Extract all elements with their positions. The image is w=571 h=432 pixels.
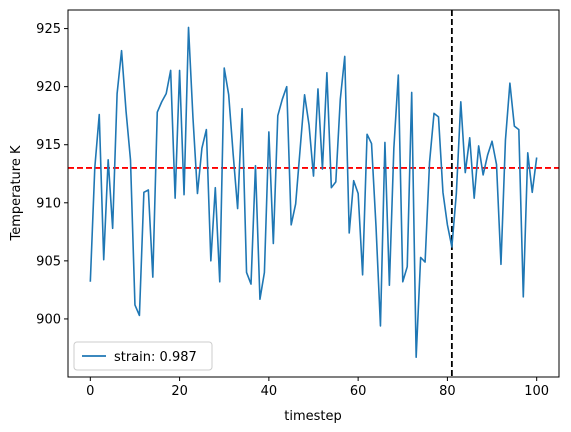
series-line-0 bbox=[89, 26, 538, 359]
plot-frame bbox=[67, 9, 560, 378]
x-tick-label: 80 bbox=[439, 384, 456, 399]
legend-label: strain: 0.987 bbox=[114, 350, 197, 365]
x-axis-ticks: 0 20 40 60 80 100 bbox=[86, 377, 549, 399]
legend: strain: 0.987 bbox=[73, 341, 213, 371]
x-axis-label: timestep bbox=[284, 409, 342, 424]
x-tick-label: 100 bbox=[524, 384, 549, 399]
y-tick-label: 925 bbox=[36, 22, 61, 37]
legend-box bbox=[73, 341, 213, 371]
y-tick-label: 915 bbox=[36, 138, 61, 153]
y-tick-label: 905 bbox=[36, 254, 61, 269]
x-tick-label: 0 bbox=[86, 384, 94, 399]
y-tick-label: 910 bbox=[36, 196, 61, 211]
series-group bbox=[89, 26, 538, 359]
y-axis-label: Temperature K bbox=[9, 145, 24, 241]
x-tick-label: 40 bbox=[261, 384, 278, 399]
x-tick-label: 20 bbox=[171, 384, 188, 399]
y-tick-label: 920 bbox=[36, 80, 61, 95]
y-tick-label: 900 bbox=[36, 312, 61, 327]
x-tick-label: 60 bbox=[350, 384, 367, 399]
y-axis-ticks: 900 905 910 915 920 925 bbox=[36, 22, 68, 327]
